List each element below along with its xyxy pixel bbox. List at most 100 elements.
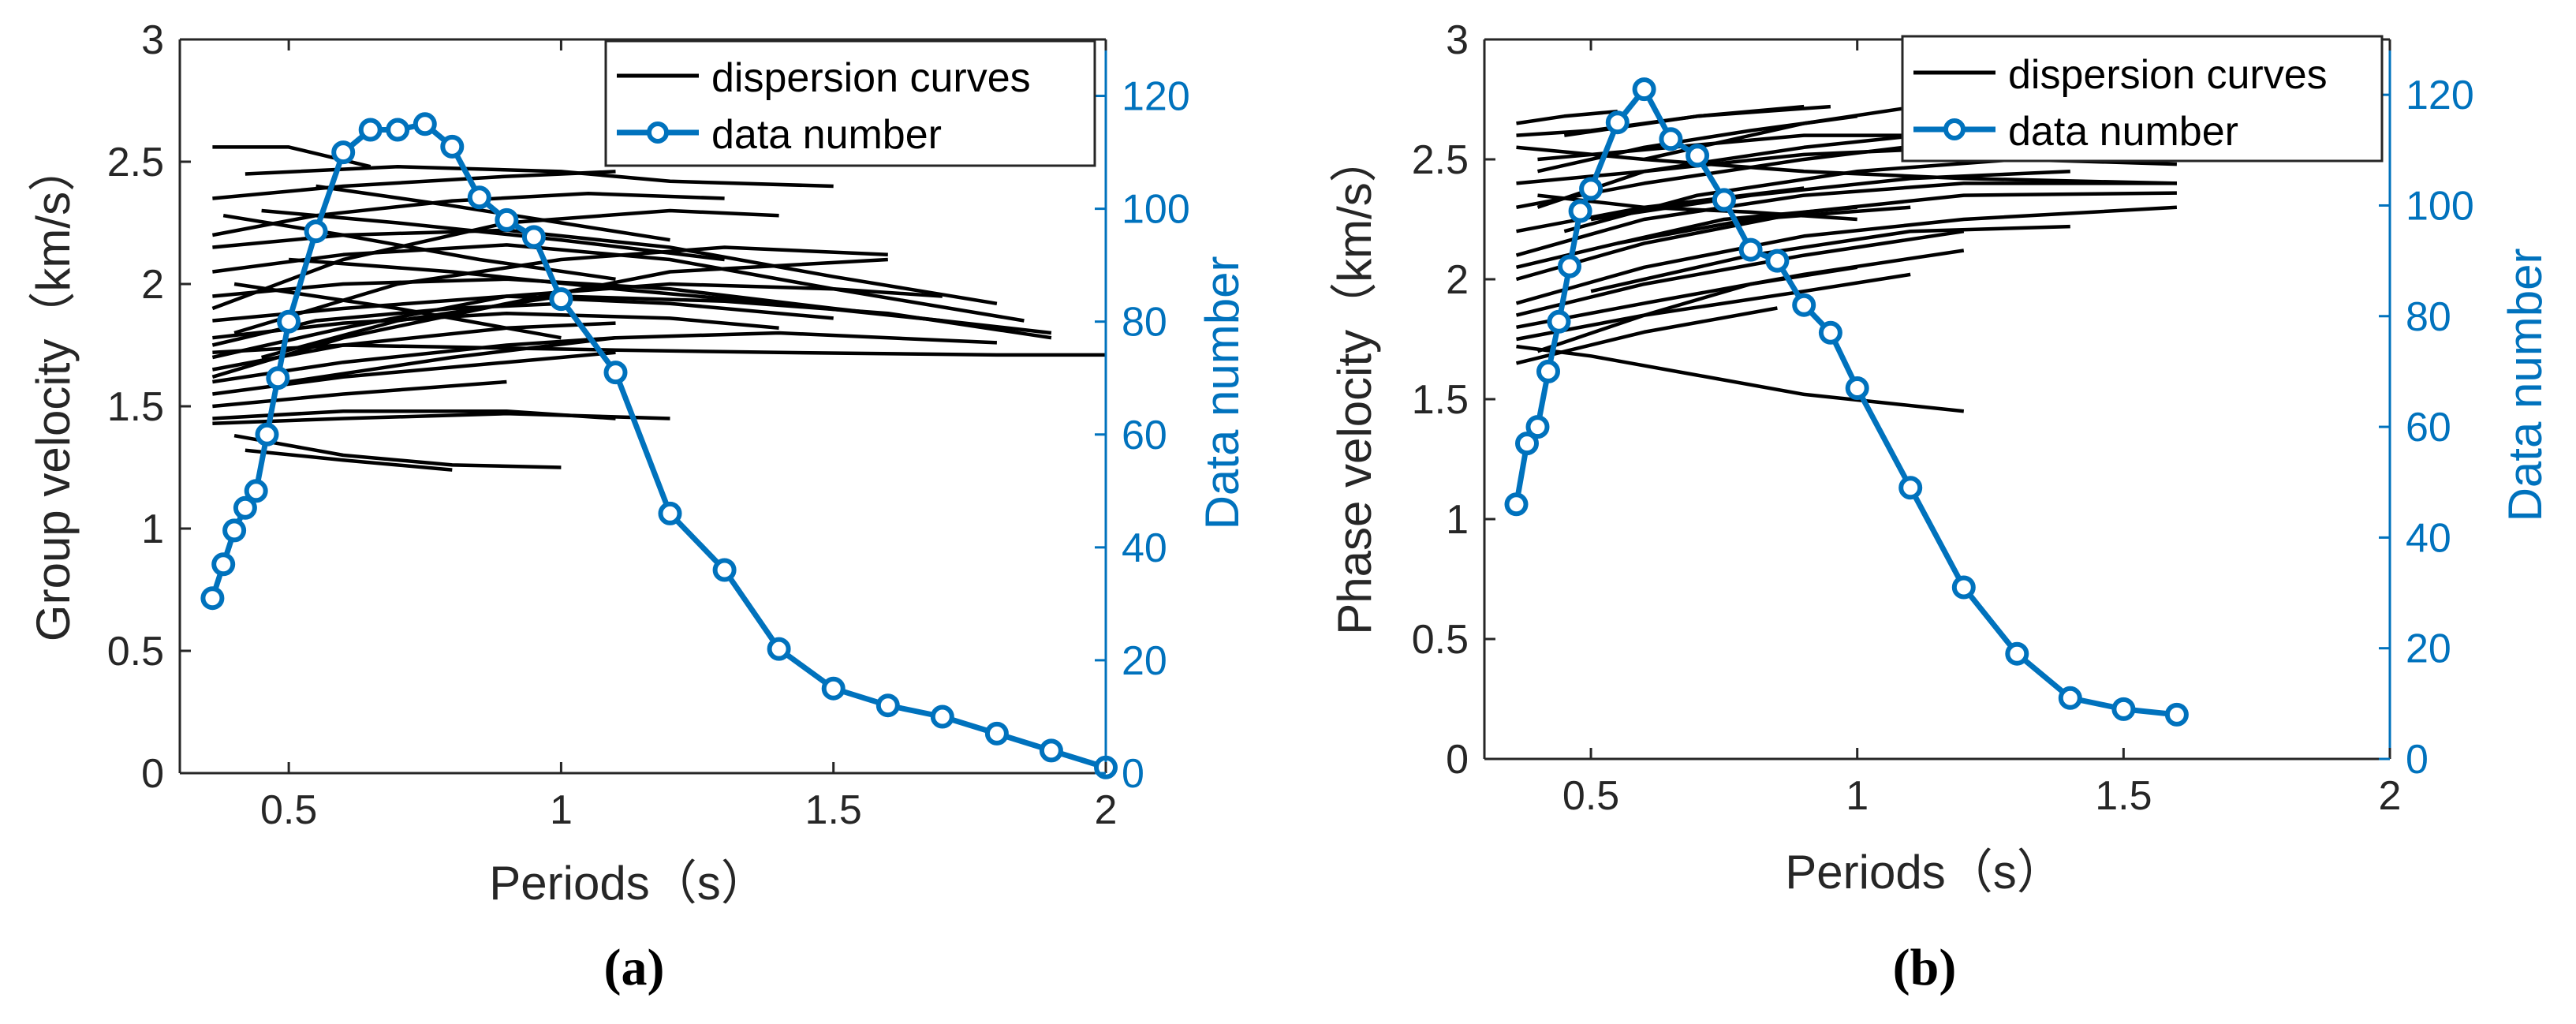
dispersion-curve [211,301,562,347]
dispersion-curve [233,433,562,469]
y-left-tick-label: 3 [1446,17,1469,63]
legend-marker-data-number [1943,118,1966,140]
data-number-point [304,219,328,244]
x-tick-label: 2 [1095,787,1118,833]
y-right-tick-label: 80 [2406,294,2451,340]
data-number-point [1536,359,1560,383]
data-number-point [1686,144,1710,168]
data-number-point [1632,77,1656,102]
data-number-point [1605,110,1630,135]
data-number-point [2005,641,2029,666]
dispersion-curve [212,170,616,200]
panel-label-b: (b) [1893,939,1957,996]
legend-label-dispersion: dispersion curves [711,55,1031,101]
dispersion-curve [233,282,562,340]
x-tick-label: 0.5 [1562,773,1619,819]
legend-marker-data-number [647,121,669,144]
dispersion-curve [212,311,779,340]
data-number-point [386,118,410,142]
data-number-point [440,134,465,159]
data-number-point [1504,492,1529,517]
data-number-line [210,121,1107,771]
y-left-tick-label: 2 [1446,257,1469,303]
y-left-tick-label: 1 [141,506,164,552]
data-number-point [712,558,737,582]
dispersion-curve [1516,272,1911,342]
data-number-point [1712,188,1736,212]
dispersion-curve [288,331,998,384]
data-number-point [1515,432,1539,456]
data-number-point [1579,177,1603,201]
dispersion-curve [1536,265,1858,353]
x-axis-label: Periods（s） [1785,846,2063,899]
y-left-tick-label: 0.5 [1412,617,1469,663]
data-number-point [222,518,247,543]
y-left-tick-label: 0 [1446,737,1469,783]
dispersion-curve [288,257,943,323]
x-tick-label: 1 [1846,773,1869,819]
y-right-tick-label: 0 [1122,751,1144,797]
data-number-point [1659,127,1683,151]
y-left-tick-labels: 0 0.5 1 1.5 2 2.5 3 [1412,17,1469,783]
y-left-tick-label: 3 [141,17,164,63]
y-right-tick-label: 100 [1122,187,1190,233]
data-number-point [1547,309,1571,334]
data-number-point [1845,376,1869,400]
data-number-point [1039,738,1063,763]
x-tick-label: 2 [2379,773,2402,819]
x-tick-label: 0.5 [260,787,317,833]
dispersion-curve [211,192,725,237]
y-left-tick-labels: 0 0.5 1 1.5 2 2.5 3 [107,17,164,797]
legend-label-dispersion: dispersion curves [2008,52,2328,98]
data-number-point [521,225,546,249]
dispersion-curve [1515,229,1965,317]
y-left-tick-label: 1.5 [1412,377,1469,423]
dispersion-curve [1590,224,2070,293]
data-number-point [413,112,437,136]
dispersion-curve [245,448,453,472]
y-left-tick-label: 0 [141,751,164,797]
dispersion-curve [1617,205,1911,245]
y-right-tick-label: 20 [1122,638,1167,684]
dispersion-curve [1515,181,2177,257]
data-number-point [821,676,846,701]
y-right-tick-label: 80 [1122,300,1167,346]
dispersion-curve [245,164,834,189]
x-axis-label: Periods（s） [489,857,767,910]
data-number-point [358,118,383,142]
y-right-tick-label: 100 [2406,183,2474,229]
dispersion-curves-group [1515,85,2178,413]
data-number-point [549,287,573,312]
dispersion-curve [261,208,725,262]
data-number-point [1738,237,1763,262]
y-right-tick-label: 60 [1122,413,1167,458]
dispersion-curve [212,412,670,425]
x-tick-label: 1 [550,787,573,833]
y-right-tick-label: 60 [2406,405,2451,450]
y-right-tick-labels: 0 20 40 60 80 100 120 [2406,73,2474,783]
y-right-tick-label: 40 [1122,525,1167,571]
y-right-tick-label: 120 [1122,74,1190,120]
y-left-tick-label: 2.5 [107,140,164,185]
dispersion-curve [212,379,507,409]
y-right-tick-labels: 0 20 40 60 80 100 120 [1122,74,1190,797]
dispersion-curve [1537,193,1857,222]
y-right-tick-label: 40 [2406,515,2451,561]
data-number-point [1818,320,1842,345]
y-right-axis-label: Data number [1196,256,1249,530]
data-number-point [200,586,225,611]
y-left-tick-label: 2 [141,262,164,308]
y-left-axis-label: Group velocity（km/s） [27,144,80,641]
y-right-tick-label: 20 [2406,626,2451,672]
panel-label-a: (a) [604,939,665,996]
legend-label-data-number: data number [711,112,942,158]
y-right-tick-label: 0 [2406,737,2429,783]
data-number-point [331,140,356,165]
data-number-point [255,422,279,447]
x-tick-label: 1.5 [805,787,862,833]
dispersion-curve [212,243,1025,323]
data-number-point [2111,697,2136,721]
data-number-point [211,552,236,577]
